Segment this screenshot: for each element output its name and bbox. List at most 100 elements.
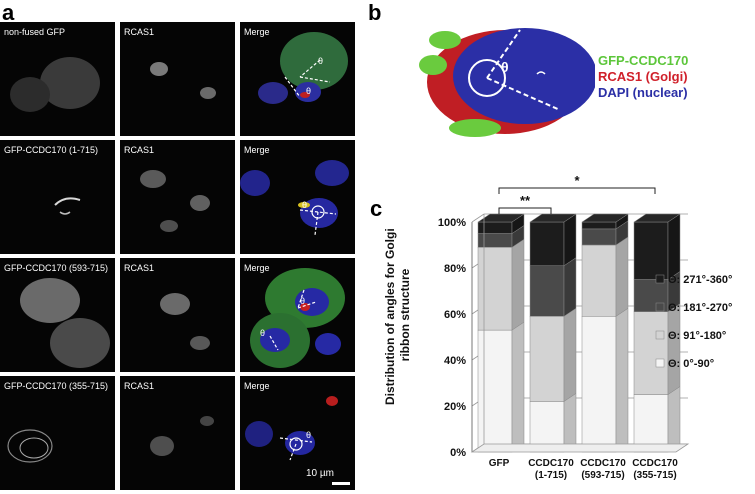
rcas1-label: RCAS1 bbox=[124, 27, 155, 37]
theta-label: θ bbox=[318, 56, 323, 66]
scale-bar-label: 10 µm bbox=[306, 468, 334, 479]
x-tick-label: CCDC170 (1-715) bbox=[528, 458, 574, 481]
panel-label-b: b bbox=[368, 0, 382, 25]
merge-image-row3: θ θ Merge bbox=[240, 258, 355, 372]
theta-label: θ bbox=[302, 200, 307, 210]
bar-segment-side bbox=[563, 307, 577, 402]
theta-label: θ bbox=[501, 59, 509, 75]
merge-label: Merge bbox=[244, 381, 270, 391]
bar-top bbox=[633, 213, 681, 223]
legend-gfp-ccdc170: GFP-CCDC170 bbox=[598, 53, 689, 68]
legend-swatch bbox=[655, 302, 665, 312]
gfp-image-row2: GFP-CCDC170 (1-715) bbox=[0, 140, 115, 254]
legend-swatch bbox=[655, 330, 665, 340]
bar-segment bbox=[477, 247, 513, 331]
legend-label: Θ: 181°-270° bbox=[668, 302, 732, 314]
merge-image-row1: θ θ Merge bbox=[240, 22, 355, 136]
theta-label: θ bbox=[260, 328, 265, 338]
bar-segment-side bbox=[563, 213, 577, 267]
rcas1-image-row3: RCAS1 bbox=[120, 258, 235, 372]
bar-segment bbox=[529, 316, 565, 402]
bar-segment bbox=[581, 316, 617, 453]
merge-label: Merge bbox=[244, 27, 270, 37]
stacked-bar-chart: 0% 20% 40% 60% 80% 100% GFP CCDC170 (1-715) CCDC1… bbox=[383, 173, 732, 481]
legend-label: Θ: 271°-360° bbox=[668, 274, 732, 286]
y-axis-label: Distribution of angles for Golgi ribbon … bbox=[383, 225, 412, 405]
chart-bars bbox=[477, 213, 681, 453]
bar-segment-side bbox=[615, 307, 629, 453]
golgi-3d-render: θ GFP-CCDC170 RCAS1 (Golgi) DAPI (nuclea… bbox=[405, 0, 755, 160]
bar-segment bbox=[633, 394, 669, 453]
microscopy-grid: non-fused GFP RCAS1 θ θ Merge GFP-CCDC17… bbox=[0, 22, 355, 494]
x-tick-label: CCDC170 (355-715) bbox=[632, 458, 678, 481]
gfp-image-row1: non-fused GFP bbox=[0, 22, 115, 136]
angle-marker: θ θ bbox=[260, 289, 317, 351]
merge-label: Merge bbox=[244, 145, 270, 155]
bar-segment bbox=[477, 233, 513, 248]
bar-segment bbox=[581, 244, 617, 317]
rcas1-image-row1: RCAS1 bbox=[120, 22, 235, 136]
angle-marker: θ bbox=[299, 200, 337, 236]
y-tick-label: 60% bbox=[444, 309, 466, 321]
rcas1-label: RCAS1 bbox=[124, 263, 155, 273]
bar-segment bbox=[477, 329, 513, 453]
significance-label: ** bbox=[520, 193, 531, 208]
fusion-label: non-fused GFP bbox=[4, 27, 66, 37]
bar-segment bbox=[633, 221, 669, 280]
gridline-diagonal bbox=[471, 213, 485, 223]
fusion-label: GFP-CCDC170 (1-715) bbox=[4, 145, 99, 155]
bar-top bbox=[529, 213, 577, 223]
bar-segment bbox=[529, 221, 565, 266]
legend-rcas1: RCAS1 (Golgi) bbox=[598, 69, 688, 84]
chart-axes: 0% 20% 40% 60% 80% 100% GFP CCDC170 (1-715) CCDC1… bbox=[438, 214, 690, 481]
merge-label: Merge bbox=[244, 263, 270, 273]
y-tick-label: 40% bbox=[444, 355, 466, 367]
chart-floor bbox=[470, 443, 690, 453]
golgi-3d-shape: θ bbox=[419, 28, 595, 137]
merge-image-row2: θ Merge bbox=[240, 140, 355, 254]
significance-label: * bbox=[574, 173, 580, 188]
panel-label-c: c bbox=[370, 196, 383, 221]
rcas1-image-row2: RCAS1 bbox=[120, 140, 235, 254]
bar-segment bbox=[529, 265, 565, 317]
legend-swatch bbox=[655, 358, 665, 368]
y-axis-label-line2: ribbon structure bbox=[398, 268, 412, 361]
chart-legend: Θ: 271°-360° Θ: 181°-270° Θ: 91°-180° Θ: 0°… bbox=[655, 274, 732, 370]
legend-swatch bbox=[655, 274, 665, 284]
bar-segment-side bbox=[667, 213, 681, 280]
bar-top bbox=[477, 213, 525, 223]
legend-label: Θ: 91°-180° bbox=[668, 330, 726, 342]
rcas1-label: RCAS1 bbox=[124, 145, 155, 155]
bar-segment-side bbox=[667, 303, 681, 395]
x-tick-label: GFP bbox=[489, 458, 510, 469]
theta-label: θ bbox=[306, 86, 311, 96]
legend-label: Θ: 0°-90° bbox=[668, 358, 714, 370]
bar-segment-side bbox=[563, 392, 577, 453]
rcas1-label: RCAS1 bbox=[124, 381, 155, 391]
theta-label: θ bbox=[300, 296, 305, 306]
bar-segment bbox=[477, 221, 513, 234]
y-tick-label: 100% bbox=[438, 217, 466, 229]
y-tick-label: 80% bbox=[444, 263, 466, 275]
angle-marker: θ bbox=[279, 430, 313, 461]
angle-marker: θ θ bbox=[284, 56, 331, 98]
bar-top bbox=[581, 213, 629, 223]
significance-brackets: *** bbox=[498, 173, 656, 214]
bar-segment-side bbox=[511, 238, 525, 331]
y-tick-label: 20% bbox=[444, 401, 466, 413]
gfp-image-row4: GFP-CCDC170 (355-715) bbox=[0, 376, 115, 490]
x-tick-label: CCDC170 (593-715) bbox=[580, 458, 626, 481]
merge-image-row4: θ 10 µm Merge bbox=[240, 376, 355, 490]
gfp-image-row3: GFP-CCDC170 (593-715) bbox=[0, 258, 115, 372]
bar-segment-side bbox=[667, 386, 681, 453]
panel-label-a: a bbox=[2, 0, 15, 25]
bar-segment-side bbox=[511, 321, 525, 453]
y-tick-label: 0% bbox=[450, 447, 466, 459]
theta-label: θ bbox=[306, 430, 311, 440]
bar-segment bbox=[581, 221, 617, 230]
scale-bar bbox=[332, 482, 350, 485]
rcas1-image-row4: RCAS1 bbox=[120, 376, 235, 490]
significance-bracket bbox=[498, 187, 656, 194]
fusion-label: GFP-CCDC170 (355-715) bbox=[4, 381, 109, 391]
legend-dapi: DAPI (nuclear) bbox=[598, 85, 688, 100]
